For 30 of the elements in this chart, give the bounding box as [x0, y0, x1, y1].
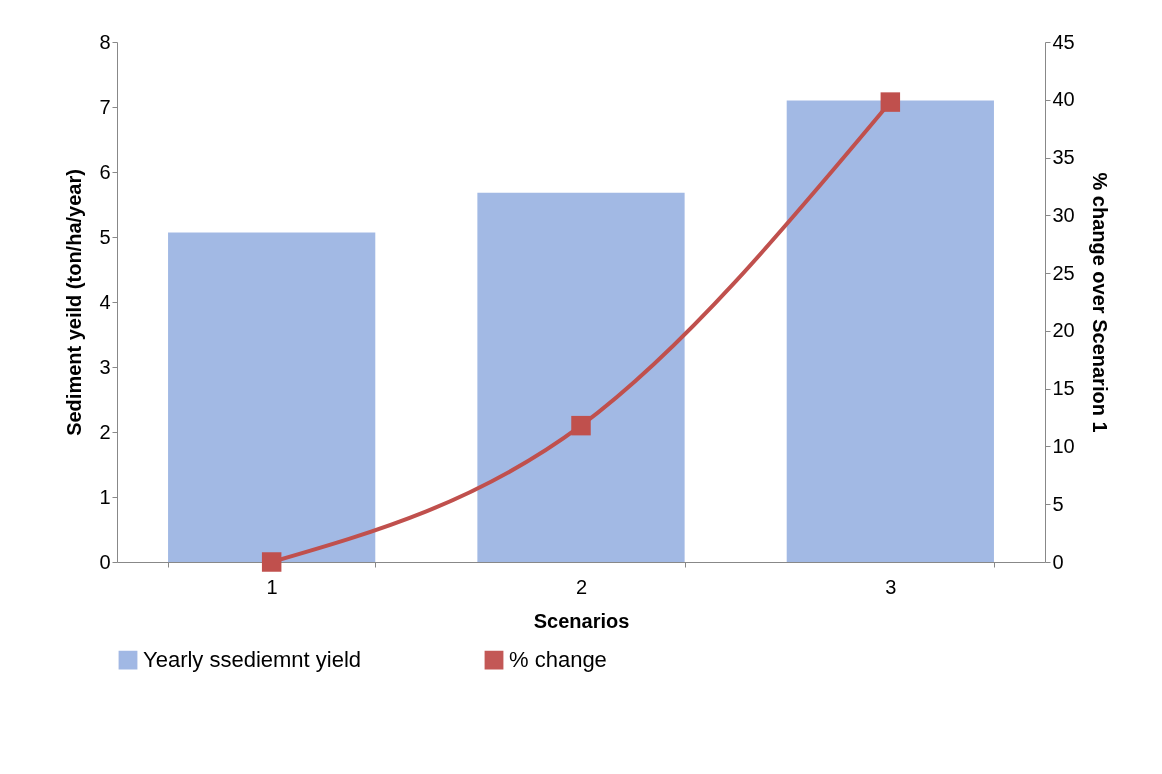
y2-tick-label: 35	[1052, 146, 1075, 169]
y-tick-label: 4	[99, 290, 111, 313]
y2-axis-title: % change over Scenarion 1	[1088, 172, 1111, 433]
y2-tick-label: 30	[1052, 203, 1075, 226]
legend-label: Yearly ssediemnt yield	[143, 647, 362, 673]
y-tick-label: 2	[99, 420, 111, 443]
point	[261, 552, 282, 572]
x-axis-title: Scenarios	[533, 609, 630, 632]
y-tick-label: 8	[99, 30, 111, 53]
y2-tick-label: 25	[1052, 261, 1075, 284]
y-axis-title: Sediment yeild (ton/ha/year)	[63, 169, 86, 436]
x-tick-label: 1	[266, 575, 278, 598]
y2-tick-label: 45	[1052, 30, 1075, 53]
y2-tick-label: 5	[1052, 492, 1064, 515]
legend-label: % change	[509, 647, 607, 673]
y-tick-label: 7	[99, 95, 111, 118]
y2-tick-label: 20	[1052, 319, 1075, 342]
y2-tick-label: 10	[1052, 434, 1075, 457]
y-tick-label: 1	[99, 485, 111, 508]
y-tick-label: 6	[99, 160, 111, 183]
y-tick-label: 0	[99, 550, 111, 573]
y2-tick-label: 0	[1052, 550, 1064, 573]
x-tick-label: 3	[885, 575, 897, 598]
y-tick-label: 5	[99, 225, 111, 248]
y2-tick-label: 15	[1052, 377, 1075, 400]
point	[571, 415, 591, 436]
y-tick-label: 3	[99, 355, 111, 378]
point	[880, 92, 901, 112]
y2-tick-label: 40	[1052, 88, 1075, 111]
x-tick-label: 2	[575, 575, 588, 598]
